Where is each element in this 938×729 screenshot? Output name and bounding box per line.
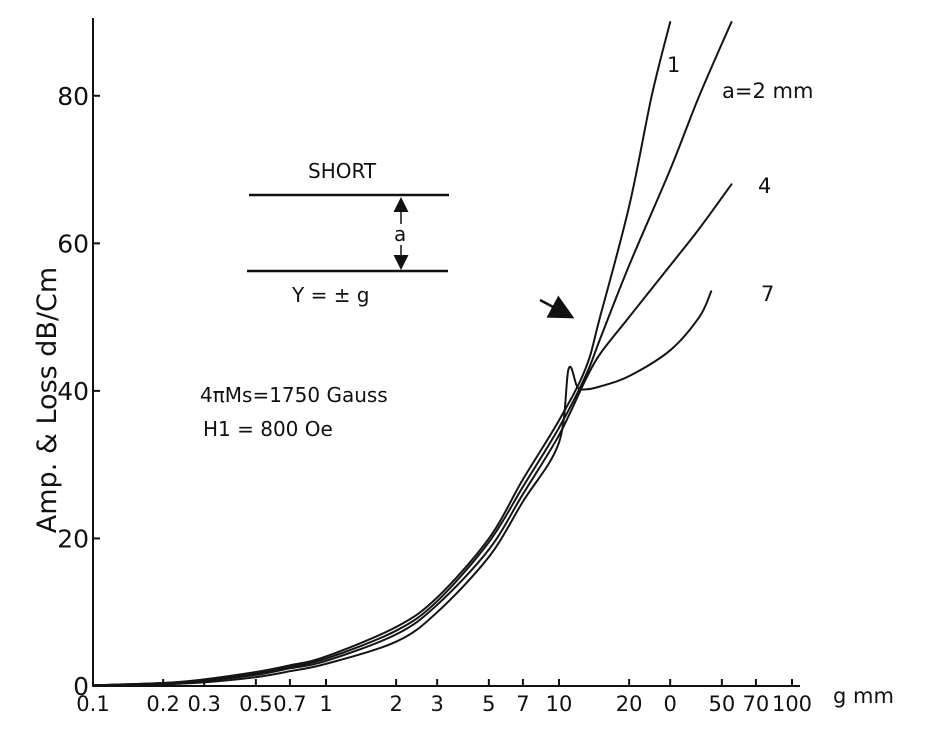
series-line-2: [92, 21, 733, 687]
x-tick-label: 20: [616, 692, 643, 716]
x-tick-label: 2: [389, 692, 402, 716]
inset-diagram: SHORT a Y = ± g: [247, 159, 449, 307]
x-tick-label: 70: [743, 692, 770, 716]
inset-gap-label: a: [394, 222, 406, 246]
inset-top-label: SHORT: [308, 159, 377, 183]
y-ticks: 0 20 40 60 80: [57, 82, 100, 701]
x-tick-label: 0.2: [146, 692, 179, 716]
y-tick-label: 0: [73, 672, 89, 701]
curve-label-7: 7: [761, 282, 774, 306]
x-tick-label: 5: [482, 692, 495, 716]
x-tick-label: 0.7: [273, 692, 306, 716]
x-tick-label: 3: [430, 692, 443, 716]
y-tick-label: 40: [57, 377, 89, 406]
y-tick-label: 80: [57, 82, 89, 111]
x-ticks: 0.1 0.2 0.3 0.5 0.7 1 2 3 5 7 10 20 0 50 70 100: [76, 679, 812, 716]
curves: [92, 21, 733, 687]
param-magnetization: 4πMs=1750 Gauss: [200, 383, 388, 407]
x-tick-label: 50: [708, 692, 735, 716]
x-tick-label: 1: [319, 692, 332, 716]
x-tick-label: 10: [546, 692, 573, 716]
series-line-4: [92, 290, 713, 687]
param-field: H1 = 800 Oe: [203, 417, 333, 441]
series-line-1: [92, 21, 672, 687]
x-tick-label: 7: [516, 692, 529, 716]
curve-label-4: 4: [758, 174, 771, 198]
x-axis-title: g mm: [833, 684, 894, 708]
pointer-arrow: [539, 295, 575, 319]
y-tick-label: 60: [57, 229, 89, 258]
x-tick-label: 0.3: [187, 692, 220, 716]
curve-label-a2: a=2 mm: [722, 79, 813, 103]
x-tick-label: 0: [663, 692, 676, 716]
curve-label-1: 1: [667, 53, 680, 77]
x-tick-label: 100: [772, 692, 812, 716]
inset-bottom-label: Y = ± g: [291, 283, 370, 307]
x-tick-label: 0.1: [76, 692, 109, 716]
y-axis-title: Amp. & Loss dB/Cm: [32, 267, 63, 533]
x-tick-label: 0.5: [239, 692, 272, 716]
series-line-3: [92, 183, 733, 687]
y-tick-label: 20: [57, 524, 89, 553]
